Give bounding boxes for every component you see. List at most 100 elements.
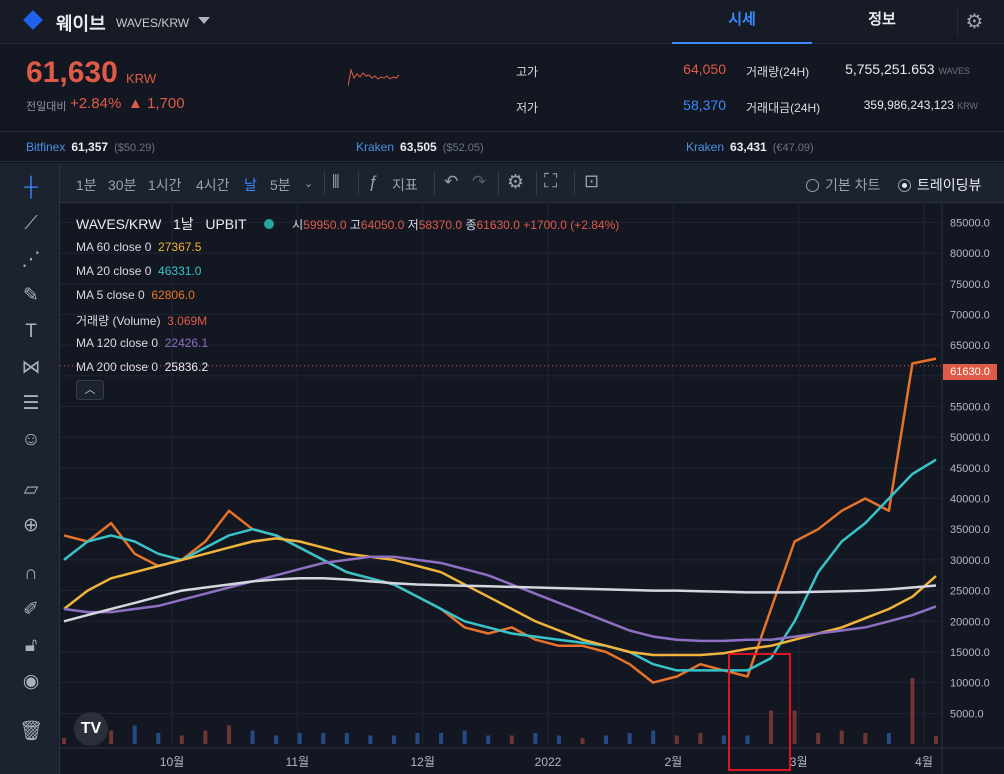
indicator-button[interactable]: 지표	[392, 177, 418, 193]
settings-icon[interactable]: ⚙	[507, 172, 525, 193]
y-tick-label: 20000.0	[950, 616, 990, 628]
volume-bar	[62, 738, 66, 744]
y-tick-label: 30000.0	[950, 555, 990, 567]
exchange-item[interactable]: Kraken 63,505 ($52.05)	[356, 140, 484, 154]
x-tick-label: 10월	[160, 755, 184, 769]
y-tick-label: 25000.0	[950, 586, 990, 598]
forecast-icon[interactable]: ☰	[22, 393, 40, 414]
fx-icon[interactable]: ƒ	[368, 172, 378, 191]
low-label: 저가	[516, 101, 539, 115]
lock-drawing-icon[interactable]: ✐	[23, 599, 39, 620]
volume-bar	[792, 710, 797, 744]
coin-pair[interactable]: WAVES/KRW	[116, 16, 190, 30]
view-basic-chart[interactable]: 기본 차트	[806, 175, 880, 195]
camera-icon[interactable]: ⊡	[584, 171, 600, 191]
legend-ma120[interactable]: MA 120 close 0 22426.1	[76, 336, 209, 350]
volume-bar	[109, 730, 114, 744]
exchange-item[interactable]: Bitfinex 61,357 ($50.29)	[26, 140, 156, 154]
trendline-icon[interactable]: ⟋	[24, 213, 38, 234]
y-tick-label: 5000.0	[950, 708, 984, 720]
fib-icon[interactable]: ⋰	[21, 249, 41, 270]
crosshair-icon[interactable]: ┼	[24, 177, 38, 198]
x-tick-label: 2022	[535, 755, 562, 769]
gear-icon[interactable]: ⚙	[957, 8, 991, 36]
y-tick-label: 70000.0	[950, 309, 990, 321]
y-tick-label: 15000.0	[950, 647, 990, 659]
chevron-down-icon[interactable]	[198, 17, 210, 24]
volume-bar	[839, 730, 844, 744]
volume-bar	[391, 735, 396, 744]
volume-bar	[627, 733, 632, 744]
toolbar-divider	[434, 171, 435, 195]
tab-info[interactable]: 정보	[868, 11, 896, 28]
interval-day[interactable]: 날	[244, 177, 257, 193]
tab-quote[interactable]: 시세	[672, 0, 812, 44]
chart-canvas[interactable]: 85000.080000.075000.070000.065000.060000…	[60, 204, 1004, 774]
pattern-icon[interactable]: ⋈	[21, 357, 41, 378]
toolbar-divider	[536, 171, 537, 195]
volume-bar	[439, 733, 444, 744]
y-tick-label: 80000.0	[950, 248, 990, 260]
volume-bar	[745, 735, 750, 744]
zoom-icon[interactable]: ⊕	[23, 515, 39, 536]
candle-style-icon[interactable]: ⫴	[332, 172, 340, 192]
interval-4h[interactable]: 4시간	[196, 177, 230, 193]
series-line-ma-200	[63, 577, 937, 623]
x-tick-label: 4월	[915, 755, 933, 769]
toolbar-divider	[498, 171, 499, 195]
chart-toolbar: 1분 30분 1시간 4시간 날 5분 ⌄ ⫴ ƒ 지표 ↶ ↷ ⚙ ⛶ ⊡ 기…	[60, 163, 1004, 203]
interval-5m[interactable]: 5분	[270, 177, 291, 193]
interval-30m[interactable]: 30분	[108, 177, 137, 193]
volume-bar	[533, 733, 538, 744]
price-chart[interactable]: 85000.080000.075000.070000.065000.060000…	[60, 204, 1004, 774]
interval-1m[interactable]: 1분	[76, 177, 97, 193]
y-tick-label: 65000.0	[950, 340, 990, 352]
current-price: 61,630	[26, 56, 118, 89]
trash-icon[interactable]: 🗑︎	[18, 721, 44, 742]
ruler-icon[interactable]: ▱	[23, 479, 39, 500]
radio-selected-icon[interactable]	[898, 179, 911, 192]
legend-volume[interactable]: 거래량 (Volume) 3.069M	[76, 314, 208, 328]
volume-bar	[297, 733, 302, 744]
legend-ma200[interactable]: MA 200 close 0 25836.2	[76, 360, 209, 374]
coin-logo-icon	[23, 10, 43, 30]
eye-icon[interactable]: ◉	[22, 671, 40, 692]
x-tick-label: 3월	[790, 755, 808, 769]
volume-bar	[651, 730, 656, 744]
volume-bar	[344, 733, 349, 744]
redo-icon[interactable]: ↷	[472, 172, 487, 191]
high-label: 고가	[516, 65, 539, 79]
text-icon[interactable]: T	[25, 321, 37, 342]
coin-name[interactable]: 웨이브	[56, 14, 106, 34]
legend-ma20[interactable]: MA 20 close 0 46331.0	[76, 264, 202, 278]
unlock-icon[interactable]: 🔓︎	[24, 635, 38, 656]
volume-bar	[604, 735, 609, 744]
exchange-compare-bar: Bitfinex 61,357 ($50.29) Kraken 63,505 ($52.…	[0, 132, 1004, 162]
y-tick-label: 35000.0	[950, 524, 990, 536]
legend-ma60[interactable]: MA 60 close 0 27367.5	[76, 240, 202, 254]
interval-1h[interactable]: 1시간	[148, 177, 182, 193]
tradingview-logo-icon[interactable]: TV	[74, 712, 108, 746]
legend-ma5[interactable]: MA 5 close 0 62806.0	[76, 288, 195, 302]
emoji-icon[interactable]: ☺	[21, 429, 41, 450]
volume-bar	[415, 733, 420, 744]
x-tick-label: 2월	[664, 755, 682, 769]
magnet-icon[interactable]: ∩	[24, 563, 38, 584]
chevron-down-icon[interactable]: ⌄	[304, 178, 314, 190]
volume-bar	[863, 733, 868, 744]
volume-bar	[816, 733, 821, 744]
volume-bar	[721, 735, 726, 744]
volume-bar	[486, 735, 491, 744]
y-tick-label: 40000.0	[950, 494, 990, 506]
fullscreen-icon[interactable]: ⛶	[544, 171, 558, 192]
exchange-item[interactable]: Kraken 63,431 (€47.09)	[686, 140, 814, 154]
view-tradingview[interactable]: 트레이딩뷰	[898, 175, 981, 195]
radio-icon[interactable]	[806, 179, 819, 192]
volume-bar	[509, 735, 514, 744]
brush-icon[interactable]: ✎	[23, 285, 39, 306]
undo-icon[interactable]: ↶	[444, 172, 459, 191]
volume-bar	[226, 725, 231, 744]
y-tick-label: 10000.0	[950, 678, 990, 690]
volume-bar	[556, 735, 561, 744]
legend-collapse-button[interactable]: ︿	[76, 380, 104, 400]
